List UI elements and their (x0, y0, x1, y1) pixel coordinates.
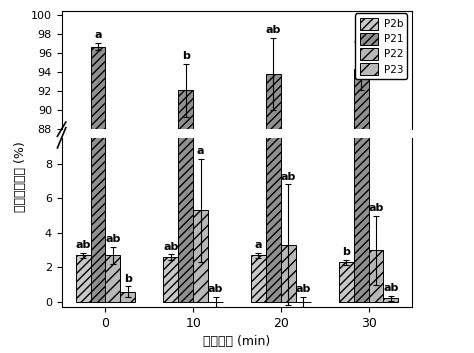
Bar (91, 47, 105, 353)
Text: b: b (182, 51, 190, 61)
Bar (76, 255, 91, 302)
Bar (266, 0, 281, 302)
Text: ab: ab (295, 284, 311, 294)
Text: a: a (94, 30, 102, 40)
Text: b: b (124, 274, 132, 284)
Bar (354, 0, 369, 302)
Bar (383, 299, 398, 302)
Bar (354, 70, 369, 353)
X-axis label: 蒋煮时间 (min): 蒋煮时间 (min) (203, 335, 271, 348)
Text: ab: ab (105, 234, 120, 244)
Bar (266, 74, 281, 353)
Text: ab: ab (208, 284, 223, 294)
Bar (368, 250, 383, 302)
Bar (120, 292, 135, 302)
Text: 峰面积百分比 (%): 峰面积百分比 (%) (14, 141, 27, 212)
Text: ab: ab (163, 242, 179, 252)
Text: ab: ab (281, 172, 296, 182)
Bar (164, 257, 178, 302)
Bar (339, 262, 354, 302)
Bar (281, 245, 296, 302)
Text: ab: ab (354, 36, 369, 46)
Bar (91, 0, 105, 302)
Text: a: a (255, 240, 262, 250)
Bar (193, 210, 208, 302)
Text: a: a (197, 146, 204, 156)
Text: ab: ab (266, 25, 281, 35)
Bar (178, 90, 193, 353)
Text: ab: ab (383, 283, 399, 293)
Bar (178, 0, 193, 302)
Bar (251, 255, 266, 302)
Text: ab: ab (75, 240, 91, 250)
Bar (105, 255, 120, 302)
Legend: P2b, P21, P22, P23: P2b, P21, P22, P23 (356, 13, 407, 79)
Text: b: b (342, 247, 350, 257)
Text: ab: ab (368, 203, 383, 213)
